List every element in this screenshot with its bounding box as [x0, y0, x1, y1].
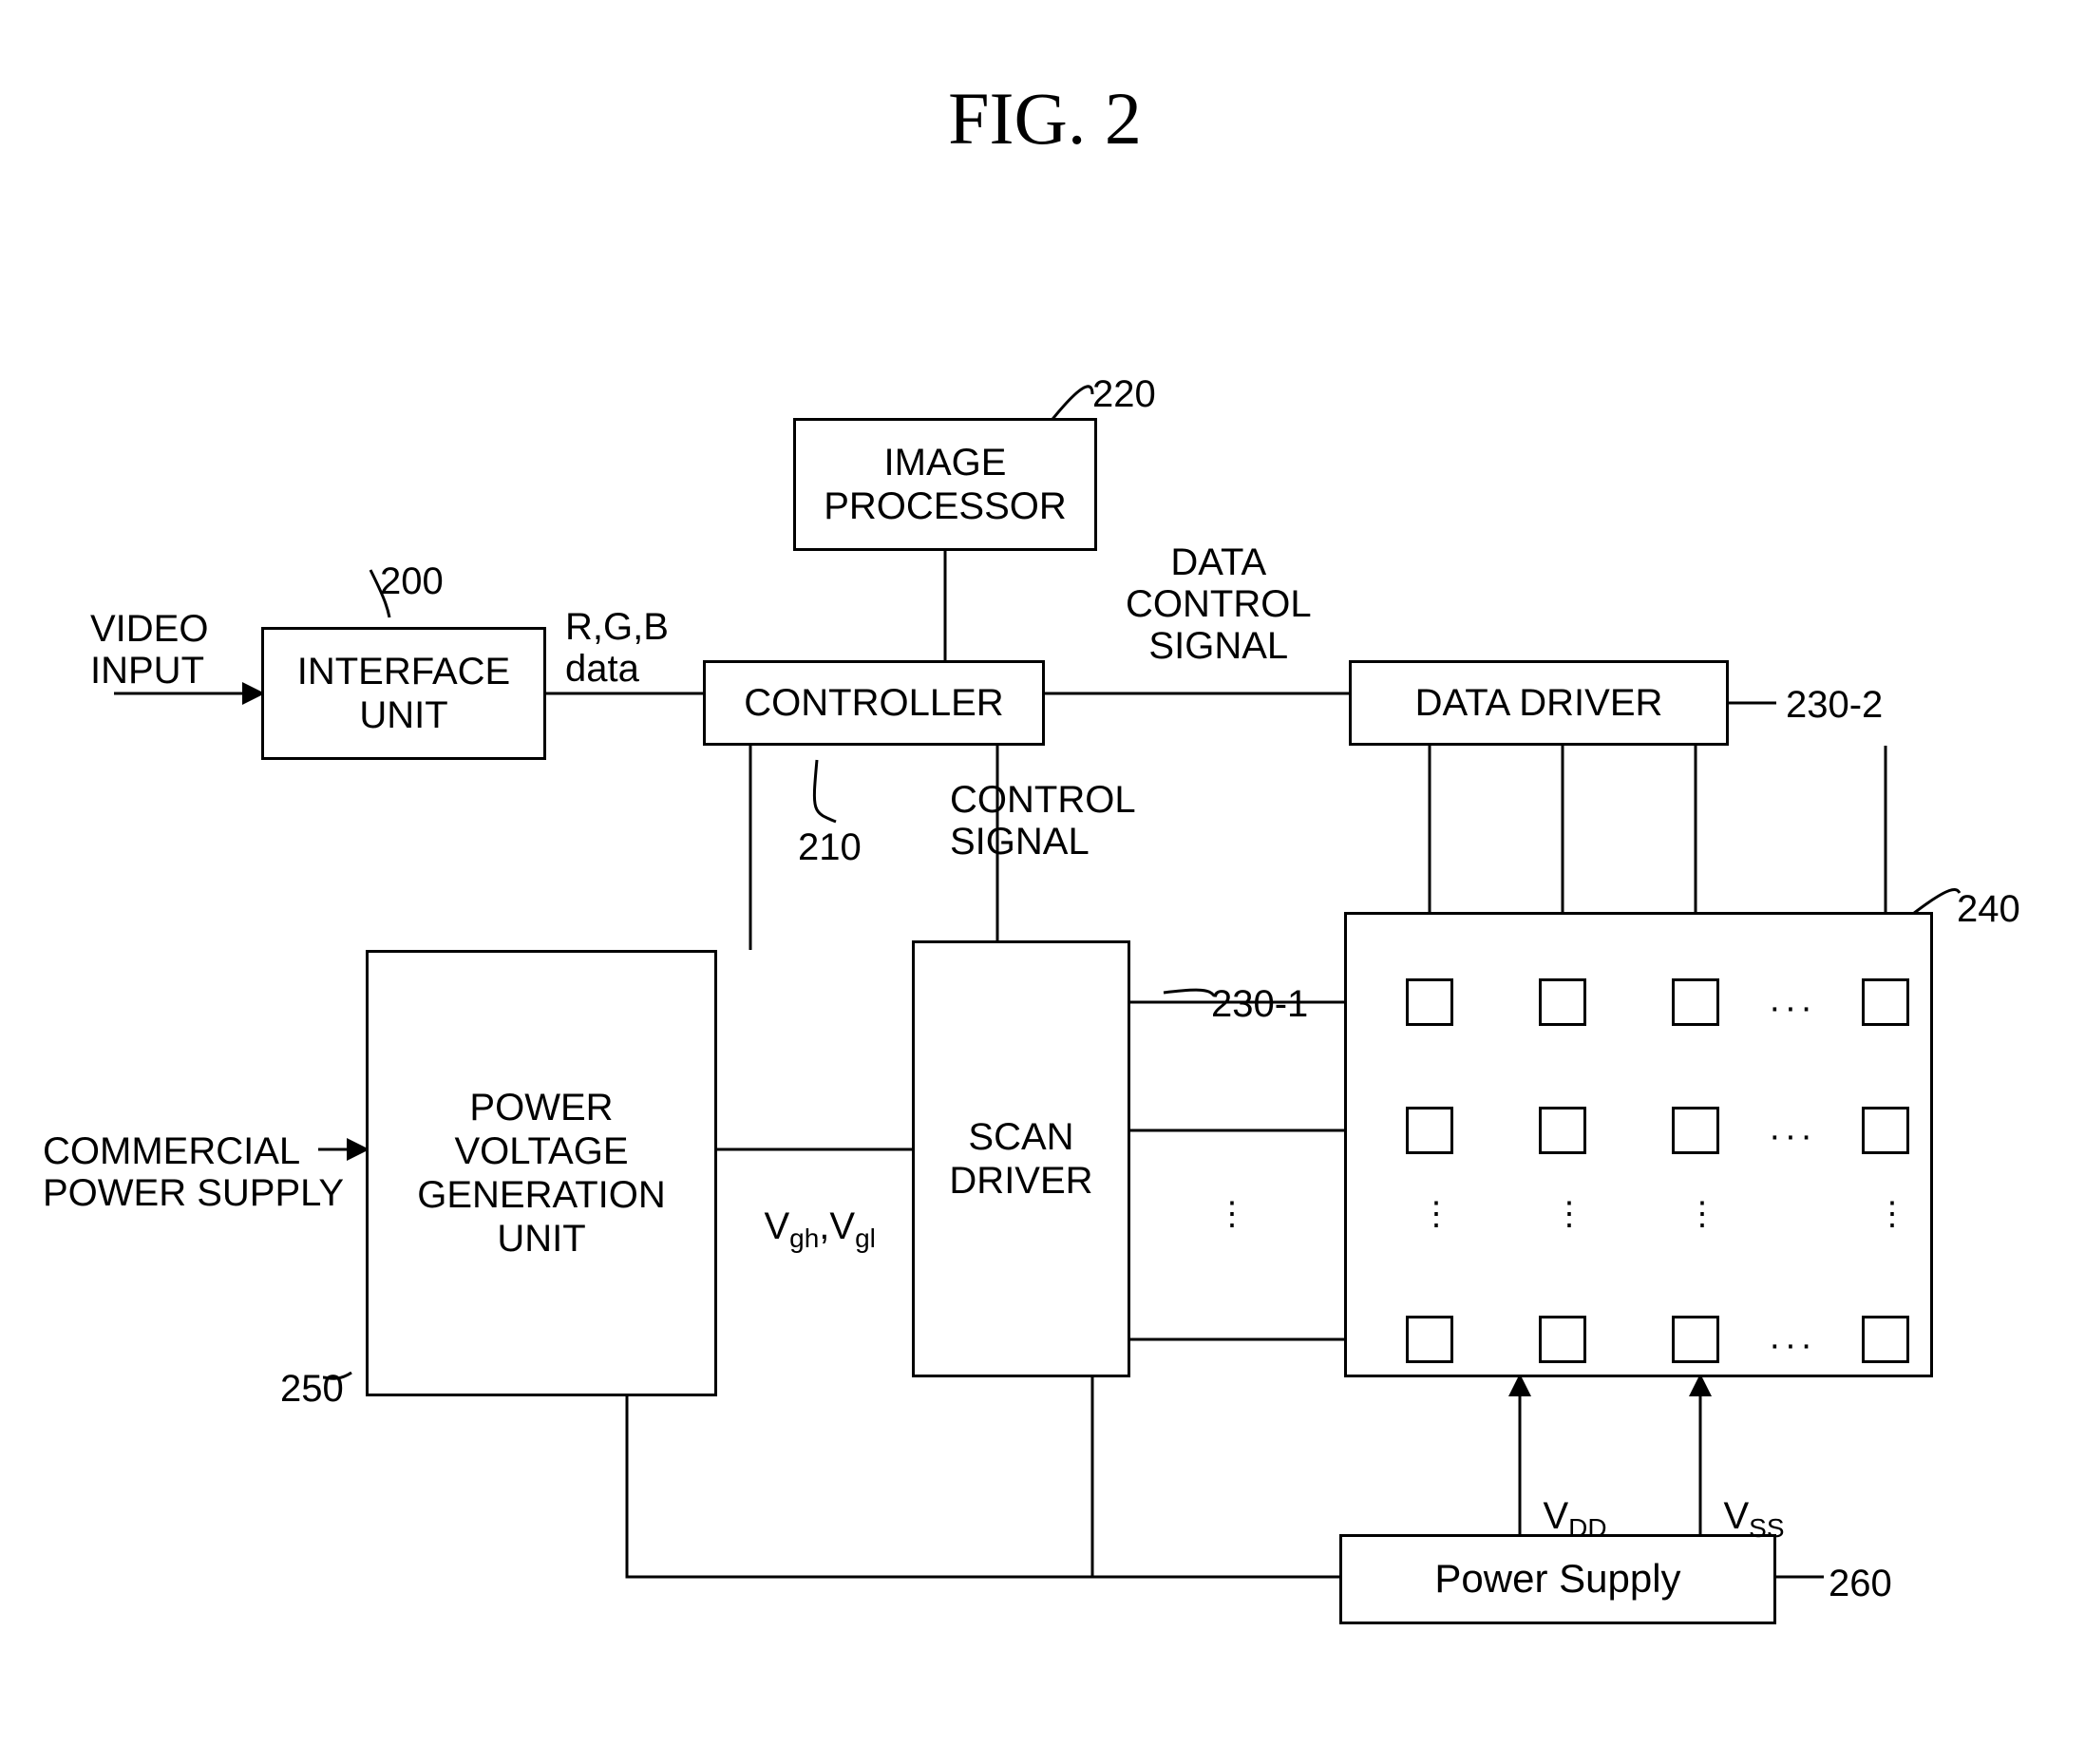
pixel-cell — [1862, 1316, 1909, 1363]
vss-v: V — [1723, 1495, 1749, 1537]
diagram-canvas: FIG. 2 INTERFACEUNIT IMAGEPROCESSOR — [0, 0, 2085, 1764]
ref-210: 210 — [798, 826, 862, 868]
image-processor-block: IMAGEPROCESSOR — [793, 418, 1097, 551]
interface-unit-label: INTERFACEUNIT — [297, 650, 510, 737]
pixel-hdots-row2: ··· — [1769, 1116, 1816, 1157]
ref-230-2: 230-2 — [1786, 684, 1883, 726]
pixel-cell — [1862, 978, 1909, 1026]
vss-sub: SS — [1749, 1513, 1784, 1543]
control-signal-label: CONTROLSIGNAL — [950, 779, 1136, 863]
pixel-cell — [1862, 1107, 1909, 1154]
pixel-vdots-2: ⋮ — [1553, 1197, 1585, 1232]
pixel-hdots-row3: ··· — [1769, 1325, 1816, 1366]
data-driver-label: DATA DRIVER — [1415, 681, 1663, 725]
pixel-cell — [1539, 1316, 1586, 1363]
rgb-data-label: R,G,Bdata — [565, 606, 669, 690]
pixel-cell — [1539, 1107, 1586, 1154]
vss-label: VSS — [1681, 1453, 1785, 1585]
power-voltage-gen-label: POWERVOLTAGEGENERATIONUNIT — [417, 1086, 666, 1261]
vdd-label: VDD — [1501, 1453, 1607, 1585]
scan-driver-label: SCANDRIVER — [949, 1115, 1092, 1203]
vgh-sub: gh — [789, 1223, 819, 1253]
pixel-cell — [1406, 1316, 1453, 1363]
ref-260: 260 — [1829, 1563, 1892, 1604]
controller-label: CONTROLLER — [744, 681, 1003, 725]
data-control-signal-label: DATACONTROLSIGNAL — [1126, 541, 1312, 667]
pixel-vdots-4: ⋮ — [1876, 1197, 1908, 1232]
pixel-cell — [1539, 978, 1586, 1026]
ref-230-1: 230-1 — [1211, 983, 1308, 1025]
figure-title: FIG. 2 — [774, 76, 1316, 161]
pixel-cell — [1406, 978, 1453, 1026]
vgl-sub: gl — [855, 1223, 876, 1253]
vdd-v: V — [1543, 1495, 1568, 1537]
pixel-cell — [1406, 1107, 1453, 1154]
scan-driver-block: SCANDRIVER — [912, 940, 1130, 1377]
interface-unit-block: INTERFACEUNIT — [261, 627, 546, 760]
ref-250: 250 — [280, 1368, 344, 1410]
ref-200: 200 — [380, 560, 444, 602]
vgh-v: V — [764, 1205, 789, 1247]
vdd-sub: DD — [1568, 1513, 1606, 1543]
video-input-label: VIDEOINPUT — [90, 608, 208, 692]
pixel-hdots-row1: ··· — [1769, 988, 1816, 1029]
ref-220: 220 — [1092, 373, 1156, 415]
commercial-power-label: COMMERCIALPOWER SUPPLY — [43, 1130, 344, 1214]
controller-block: CONTROLLER — [703, 660, 1045, 746]
image-processor-label: IMAGEPROCESSOR — [824, 441, 1067, 528]
vgh-vgl-label: Vgh,Vgl — [722, 1164, 876, 1296]
pixel-cell — [1672, 1316, 1719, 1363]
vgl-v: ,V — [819, 1205, 855, 1247]
pixel-cell — [1672, 1107, 1719, 1154]
pixel-vdots-1: ⋮ — [1420, 1197, 1452, 1232]
data-driver-block: DATA DRIVER — [1349, 660, 1729, 746]
pixel-cell — [1672, 978, 1719, 1026]
power-voltage-gen-block: POWERVOLTAGEGENERATIONUNIT — [366, 950, 717, 1396]
scan-vdots: ⋮ — [1216, 1197, 1248, 1232]
ref-240: 240 — [1957, 888, 2020, 930]
pixel-vdots-3: ⋮ — [1686, 1197, 1718, 1232]
